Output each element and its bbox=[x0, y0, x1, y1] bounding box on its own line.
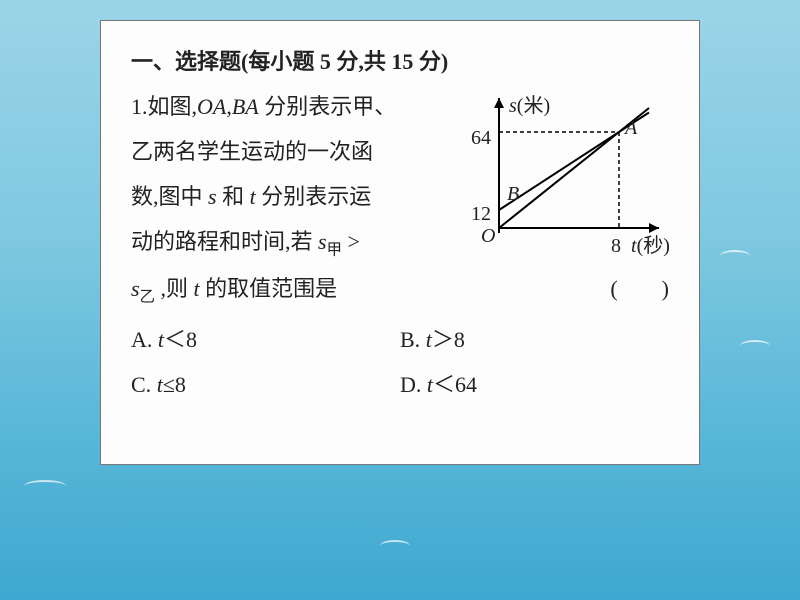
y-axis-arrow bbox=[494, 98, 504, 108]
option-b: B. t＞8 bbox=[400, 317, 669, 362]
point-a-label: A bbox=[625, 108, 637, 149]
q-line: 如图,OA,BA 分别表示甲、 bbox=[148, 94, 397, 119]
x-axis-label: t(秒) bbox=[631, 226, 670, 267]
option-d: D. t＜64 bbox=[400, 362, 669, 407]
origin-label: O bbox=[481, 216, 495, 257]
question-card: 一、选择题(每小题 5 分,共 15 分) 1.如图,OA,BA 分别表示甲、 … bbox=[100, 20, 700, 465]
question-number: 1. bbox=[131, 94, 148, 119]
option-a: A. t＜t＜88 bbox=[131, 317, 400, 362]
q-line: 乙两名学生运动的一次函 bbox=[131, 139, 373, 164]
x-tick-8: 8 bbox=[611, 226, 621, 267]
chart-figure: s(米) 64 12 O A B 8 t(秒) bbox=[459, 88, 679, 258]
y-axis-label: s(米) bbox=[509, 86, 550, 127]
point-b-label: B bbox=[507, 174, 519, 215]
q-line: 动的路程和时间,若 s甲 > bbox=[131, 229, 360, 254]
y-tick-64: 64 bbox=[471, 118, 491, 159]
answer-paren: ( ) bbox=[610, 266, 669, 311]
option-c: C. t≤8 bbox=[131, 362, 400, 407]
q-line: s乙 ,则 t 的取值范围是 bbox=[131, 276, 337, 301]
options: A. t＜t＜88 B. t＞8 C. t≤8 D. t＜64 bbox=[131, 317, 669, 407]
q-line: 数,图中 s 和 t 分别表示运 bbox=[131, 184, 371, 209]
question-1: 1.如图,OA,BA 分别表示甲、 乙两名学生运动的一次函 数,图中 s 和 t… bbox=[131, 84, 669, 407]
section-heading: 一、选择题(每小题 5 分,共 15 分) bbox=[131, 39, 669, 84]
question-text: 1.如图,OA,BA 分别表示甲、 乙两名学生运动的一次函 数,图中 s 和 t… bbox=[131, 84, 441, 313]
